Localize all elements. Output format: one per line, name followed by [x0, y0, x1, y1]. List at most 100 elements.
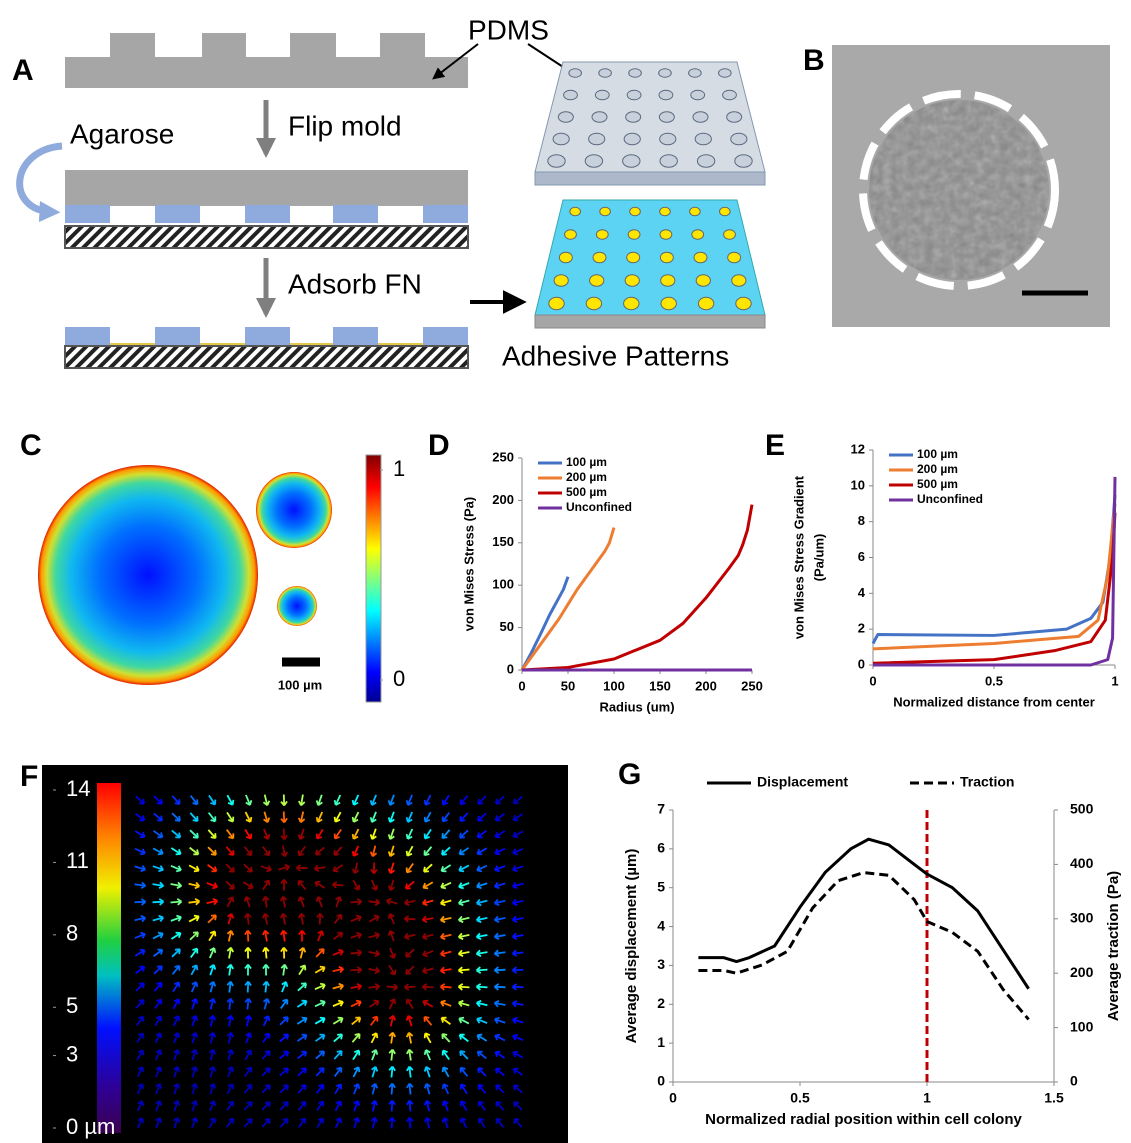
arrow [403, 898, 416, 907]
arrow [244, 1014, 253, 1027]
well [622, 154, 641, 168]
arrow [423, 1116, 432, 1129]
arrow [493, 949, 506, 957]
arrow [262, 997, 271, 1010]
arrow [512, 1050, 524, 1059]
arrow [170, 898, 183, 906]
arrow [351, 845, 360, 857]
arrow [136, 1100, 145, 1112]
arrow [423, 1099, 432, 1112]
legend-label: 500 µm [566, 485, 607, 499]
arrow [405, 1031, 414, 1044]
arrow [350, 949, 363, 957]
x-tick-label: 100 [603, 678, 625, 693]
arrow [475, 999, 488, 1008]
arrow [262, 794, 271, 807]
arrow [208, 930, 217, 942]
well [591, 111, 608, 123]
arrow [422, 881, 434, 890]
well [696, 154, 716, 168]
arrow [406, 1116, 414, 1129]
y-tick-label: 4 [657, 917, 665, 933]
y-axis-label: von Mises Stress Gradient [791, 475, 806, 639]
arrow [405, 862, 414, 874]
arrow [477, 1117, 486, 1129]
arrow [332, 1016, 344, 1025]
arrow [387, 930, 395, 942]
pattern-dot [693, 251, 708, 264]
pattern-dot [723, 229, 736, 240]
arrow [226, 1083, 235, 1095]
micrograph [832, 45, 1110, 327]
arrow [279, 1084, 289, 1094]
arrow [208, 1048, 217, 1061]
y2-tick-label: 300 [1070, 910, 1094, 926]
arrow [298, 964, 307, 976]
y-axis-label: (Pa/um) [811, 534, 826, 582]
legend-label: 100 µm [917, 447, 958, 461]
arrow [315, 794, 323, 806]
pattern-dot [627, 229, 641, 240]
arrow [225, 880, 235, 890]
arrow [368, 931, 381, 940]
arrow [261, 1050, 271, 1060]
arrow [458, 1016, 470, 1025]
arrow [206, 897, 219, 906]
arrow [421, 983, 434, 991]
arrow [134, 865, 146, 873]
pattern-dot [589, 274, 605, 287]
arrow [172, 998, 181, 1010]
arrow [369, 811, 377, 823]
arrow [459, 1117, 468, 1129]
well [690, 89, 706, 101]
arrow [332, 965, 345, 974]
arrow [191, 1100, 199, 1112]
arrow [423, 811, 432, 823]
arrow [208, 1100, 217, 1112]
arrow [513, 1117, 523, 1128]
arrow [226, 811, 235, 823]
pattern-dot [727, 251, 742, 264]
arrow [244, 811, 253, 823]
arrow [511, 932, 524, 940]
arrow [475, 932, 488, 941]
x-tick-label: 50 [561, 678, 575, 693]
panel-label: F [20, 760, 38, 793]
arrow [314, 846, 325, 856]
arrow [423, 828, 432, 840]
arrow [513, 1101, 523, 1111]
arrow [405, 794, 413, 806]
arrow [188, 898, 201, 906]
y-tick-label: 0 [858, 656, 865, 671]
arrow [170, 931, 182, 940]
arrow [511, 966, 524, 974]
arrow [173, 1032, 181, 1044]
arrow [152, 898, 165, 906]
arrow [352, 1083, 361, 1095]
pattern-dot [626, 251, 641, 264]
x-axis-label: Normalized radial position within cell c… [705, 1111, 1022, 1128]
arrow [493, 999, 506, 1008]
arrow [388, 1048, 396, 1061]
arrow [263, 811, 271, 823]
pattern-dot [624, 274, 640, 287]
arrow [135, 965, 146, 975]
y-tick-label: 6 [657, 840, 665, 856]
arrow [261, 846, 271, 857]
arrow [350, 999, 362, 1008]
arrow [297, 794, 306, 807]
colorbar-label: 11 [66, 848, 89, 873]
arrow [206, 882, 218, 890]
arrow [298, 1117, 307, 1128]
pattern-dot [735, 296, 752, 311]
y-axis-label: Average displacement (µm) [623, 849, 640, 1044]
arrow [423, 863, 433, 873]
arrow [262, 1032, 271, 1043]
arrow [173, 1066, 181, 1078]
arrow [423, 794, 432, 806]
arrow [475, 915, 488, 924]
arrow [352, 1066, 361, 1078]
arrow [262, 963, 270, 976]
pattern-dot [629, 206, 641, 217]
arrow [458, 882, 470, 890]
